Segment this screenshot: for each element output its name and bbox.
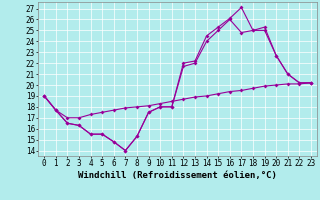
X-axis label: Windchill (Refroidissement éolien,°C): Windchill (Refroidissement éolien,°C) xyxy=(78,171,277,180)
